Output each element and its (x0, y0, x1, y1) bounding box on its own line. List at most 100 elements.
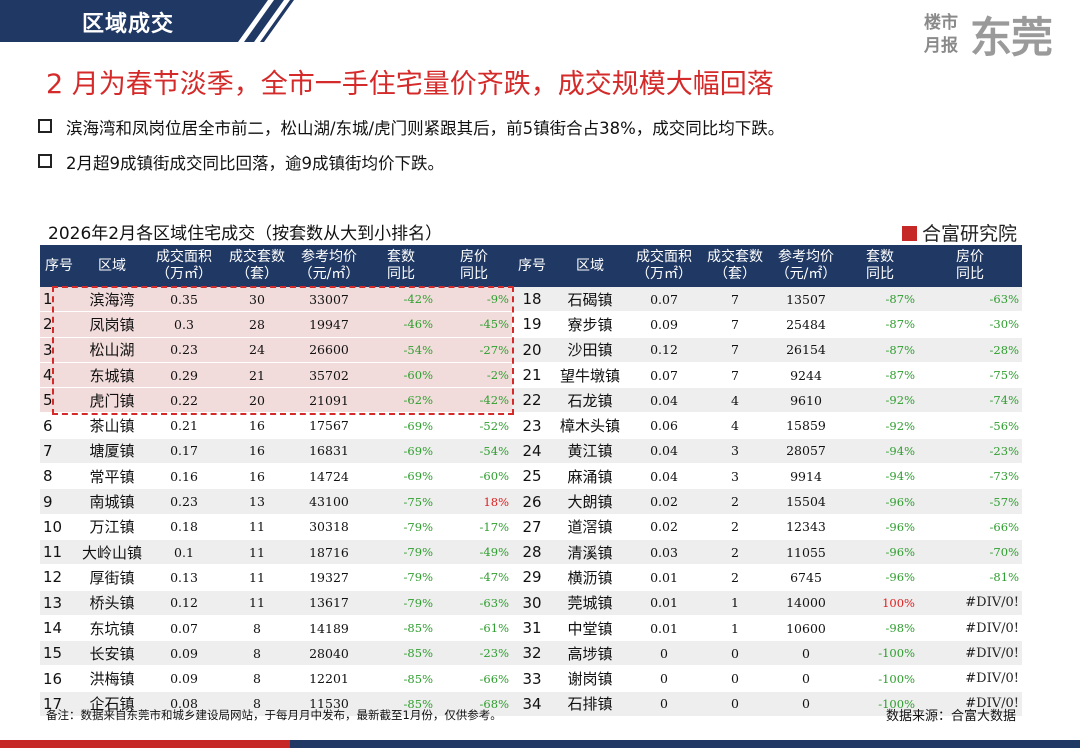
cell: -42% (436, 387, 512, 414)
cell: 8 (222, 691, 292, 718)
cell: -62% (366, 387, 436, 414)
cell: 1 (40, 287, 78, 313)
region-cell: 桥头镇 (78, 590, 146, 616)
cell: 15859 (770, 412, 842, 439)
bullet: 滨海湾和凤岗位居全市前二，松山湖/东城/虎门则紧跟其后，前5镇街合占38%，成交… (38, 115, 784, 139)
cell: 0.04 (628, 387, 700, 414)
column-header: 套数 同比 (366, 245, 436, 287)
cell: 0 (770, 640, 842, 667)
region-cell: 樟木头镇 (552, 412, 628, 439)
cell: -66% (918, 514, 1022, 540)
cell: -87% (842, 287, 918, 313)
region-cell: 石碣镇 (552, 287, 628, 313)
cell: 0.01 (628, 564, 700, 591)
cell: 9 (40, 488, 78, 515)
cell: 11 (222, 564, 292, 591)
cell: 0 (628, 640, 700, 667)
cell: -96% (842, 539, 918, 566)
cell: 0 (700, 665, 770, 692)
region-cell: 黄江镇 (552, 438, 628, 465)
cell: -87% (842, 362, 918, 389)
region-cell: 东城镇 (78, 362, 146, 389)
cell: -85% (366, 640, 436, 667)
cell: -92% (842, 387, 918, 414)
cell: 21 (222, 362, 292, 389)
region-cell: 常平镇 (78, 463, 146, 490)
cell: 7 (700, 287, 770, 313)
cell: 8 (40, 463, 78, 490)
cell: 0.23 (146, 337, 222, 363)
header-text: 同比 (387, 266, 415, 282)
cell: 11 (222, 539, 292, 566)
column-header: 区域 (78, 245, 146, 287)
cell: 16831 (292, 438, 366, 465)
cell: 1 (700, 615, 770, 642)
cell: 3 (700, 438, 770, 465)
cell: -27% (436, 337, 512, 363)
cell: 13 (40, 590, 78, 616)
cell: -100% (842, 640, 918, 667)
source: 数据来源：合富大数据 (886, 709, 1017, 724)
cell: 8 (222, 615, 292, 642)
region-cell: 寮步镇 (552, 311, 628, 338)
cell: 0 (628, 665, 700, 692)
region-cell: 长安镇 (78, 640, 146, 667)
region-cell: 南城镇 (78, 488, 146, 515)
cell: -96% (842, 514, 918, 540)
cell: -56% (918, 412, 1022, 439)
table-row: 14 东坑镇 0.07 8 14189 -85% -61% 31 中堂镇 0.01 1 10600 -9… (40, 615, 1022, 642)
cell: 6 (40, 412, 78, 439)
cell: 0 (700, 640, 770, 667)
cell: 4 (40, 362, 78, 389)
region-cell: 塘厦镇 (78, 438, 146, 465)
cell: -79% (366, 514, 436, 540)
cell: 17 (40, 691, 78, 718)
cell: 19 (512, 311, 552, 338)
brand-city: 东莞 (970, 13, 1053, 62)
cell: -85% (366, 691, 436, 718)
header-text: （套） (714, 266, 756, 282)
cell: 0.09 (628, 311, 700, 338)
column-header: 成交面积 （万㎡） (146, 245, 222, 287)
bullet: 2月超9成镇街成交同比回落，逾9成镇街均价下跌。 (38, 150, 444, 174)
cell: 0.06 (628, 412, 700, 439)
cell: 11 (222, 590, 292, 616)
cell: #DIV/0! (918, 665, 1022, 692)
cell: 0.07 (628, 287, 700, 313)
cell: 14189 (292, 615, 366, 642)
header-text: 成交面积 (156, 249, 212, 265)
region-cell: 东坑镇 (78, 615, 146, 642)
column-header: 成交套数 （套） (222, 245, 292, 287)
cell: -79% (366, 539, 436, 566)
region-cell: 清溪镇 (552, 539, 628, 566)
cell: 6745 (770, 564, 842, 591)
column-header: 参考均价 （元/㎡） (770, 245, 842, 287)
cell: 20 (512, 337, 552, 363)
header-text: 房价 (956, 249, 984, 265)
cell: 14724 (292, 463, 366, 490)
cell: 20 (222, 387, 292, 414)
cell: 8 (222, 665, 292, 692)
region-cell: 茶山镇 (78, 412, 146, 439)
cell: 0.17 (146, 438, 222, 465)
cell: 0.3 (146, 311, 222, 338)
cell: 26600 (292, 337, 366, 363)
cell: -73% (918, 463, 1022, 490)
cell: 0 (628, 691, 700, 718)
cell: 21091 (292, 387, 366, 414)
cell: 18716 (292, 539, 366, 566)
cell: 30318 (292, 514, 366, 540)
logo-text: 合富研究院 (922, 223, 1018, 245)
cell: 19947 (292, 311, 366, 338)
cell: 16 (40, 665, 78, 692)
column-header: 房价 同比 (918, 245, 1022, 287)
cell: 28040 (292, 640, 366, 667)
header-text: 房价 (460, 249, 488, 265)
cell: #DIV/0! (918, 640, 1022, 667)
cell: -96% (842, 488, 918, 515)
table-row: 10 万江镇 0.18 11 30318 -79% -17% 27 道滘镇 0.02 2 12343-… (40, 514, 1022, 540)
region-cell: 横沥镇 (552, 564, 628, 591)
cell: -70% (918, 539, 1022, 566)
cell: 0 (700, 691, 770, 718)
